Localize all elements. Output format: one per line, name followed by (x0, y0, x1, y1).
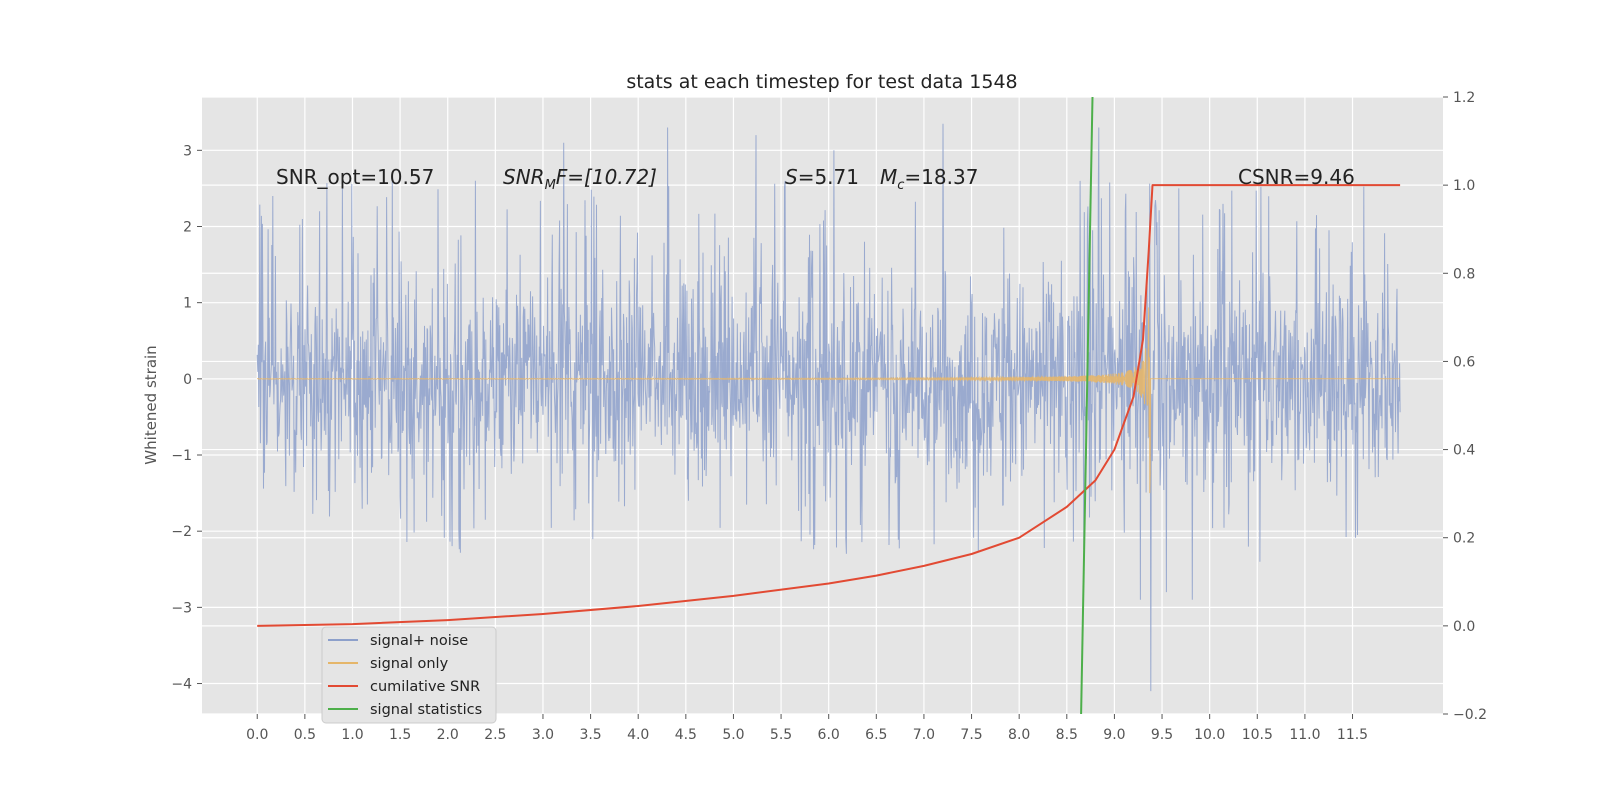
y2-axis-ticks: −0.2 0.0 0.2 0.4 0.6 0.8 1.0 1.2 (1443, 90, 1487, 723)
annotation-snr-mf-f: F=[10.72] (556, 165, 657, 189)
y-tick-label: 3 (183, 143, 192, 159)
x-tick-label: 9.0 (1103, 727, 1125, 743)
chart-title: stats at each timestep for test data 154… (626, 71, 1017, 93)
cumulative-snr-line (257, 184, 1401, 627)
x-tick-label: 5.0 (722, 727, 744, 743)
y2-tick-label: 0.8 (1453, 266, 1475, 282)
x-tick-label: 3.0 (532, 727, 554, 743)
annotation-mc-label: M (880, 165, 897, 189)
x-tick-label: 1.0 (341, 727, 363, 743)
legend-label-cumulative-snr: cumilative SNR (370, 679, 480, 695)
x-tick-label: 10.0 (1194, 727, 1225, 743)
x-tick-label: 6.5 (865, 727, 887, 743)
y-tick-label: 1 (183, 296, 192, 312)
y-tick-label: −4 (171, 677, 192, 693)
x-tick-label: 4.5 (675, 727, 697, 743)
x-axis-ticks: 0.0 0.5 1.0 1.5 2.0 2.5 3.0 3.5 4.0 4.5 5.0 5.5 6.0 6… (246, 714, 1368, 743)
legend: signal+ noise signal only cumilative SNR… (321, 626, 497, 724)
y2-tick-label: 0.4 (1453, 443, 1475, 459)
y2-tick-label: 0.2 (1453, 531, 1475, 547)
x-tick-label: 2.5 (484, 727, 506, 743)
x-tick-label: 7.5 (960, 727, 982, 743)
x-tick-label: 11.5 (1337, 727, 1368, 743)
y-axis-ticks: −4 −3 −2 −1 0 1 2 3 (171, 143, 202, 693)
signal-noise-line (256, 123, 1401, 692)
x-tick-label: 3.5 (579, 727, 601, 743)
x-tick-label: 0.5 (294, 727, 316, 743)
x-tick-label: 6.0 (818, 727, 840, 743)
x-tick-label: 1.5 (389, 727, 411, 743)
annotation-s: S=5.71 (785, 165, 859, 189)
x-tick-label: 5.5 (770, 727, 792, 743)
legend-label-signal-only: signal only (370, 656, 449, 672)
x-tick-label: 0.0 (246, 727, 268, 743)
signal-statistics-line (1080, 96, 1094, 715)
x-tick-label: 2.0 (437, 727, 459, 743)
signal-only-line (256, 307, 1401, 494)
annotation-snr-mf-label: SNR (503, 165, 545, 189)
annotation-mc: Mc=18.37 (880, 165, 978, 193)
y-tick-label: 2 (183, 219, 192, 235)
annotation-mc-value: =18.37 (904, 165, 978, 189)
legend-label-signal-statistics: signal statistics (370, 702, 482, 718)
x-tick-label: 8.0 (1008, 727, 1030, 743)
annotation-csnr: CSNR=9.46 (1238, 165, 1355, 189)
y2-tick-label: 0.6 (1453, 354, 1475, 370)
annotation-mc-sub: c (897, 178, 904, 193)
y2-tick-label: 1.2 (1453, 90, 1475, 106)
y-axis-label: Whitened strain (142, 345, 160, 464)
annotation-snr-mf-sub: M (545, 178, 556, 193)
annotation-s-value: =5.71 (798, 165, 859, 189)
x-tick-label: 11.0 (1289, 727, 1320, 743)
y-tick-label: 0 (183, 372, 192, 388)
y2-tick-label: 0.0 (1453, 619, 1475, 635)
y2-tick-label: −0.2 (1453, 707, 1487, 723)
signal-only-series (256, 307, 1401, 494)
annotation-snr-opt: SNR_opt=10.57 (276, 165, 434, 189)
cumulative-snr-series (257, 184, 1401, 627)
y-tick-label: −3 (171, 600, 192, 616)
signal-noise-series (256, 123, 1401, 692)
x-tick-label: 4.0 (627, 727, 649, 743)
x-tick-label: 10.5 (1242, 727, 1273, 743)
x-tick-label: 7.0 (913, 727, 935, 743)
annotation-snr-mf: SNRMF=[10.72] (503, 165, 657, 193)
annotation-s-label: S (785, 165, 798, 189)
y2-tick-label: 1.0 (1453, 178, 1475, 194)
y-tick-label: −1 (171, 448, 192, 464)
y-tick-label: −2 (171, 524, 192, 540)
legend-box (321, 626, 497, 724)
x-tick-label: 8.5 (1056, 727, 1078, 743)
x-tick-label: 9.5 (1151, 727, 1173, 743)
legend-label-signal-noise: signal+ noise (370, 633, 468, 649)
signal-statistics-series (1080, 96, 1094, 715)
